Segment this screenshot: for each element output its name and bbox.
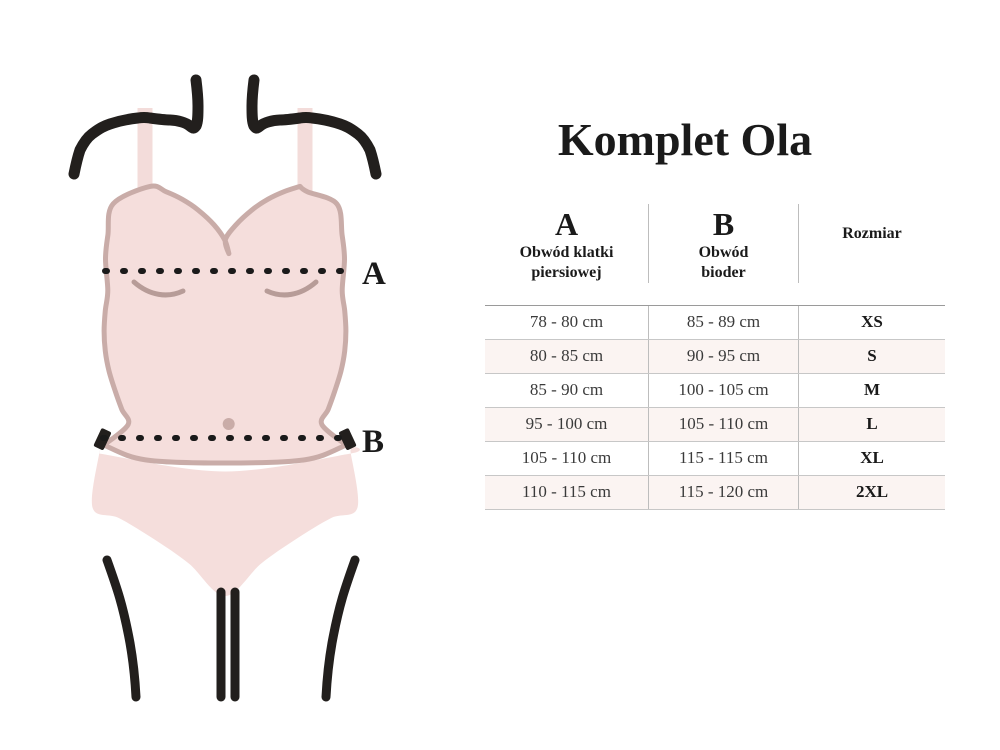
- svg-text:B: B: [362, 424, 384, 460]
- svg-text:A: A: [362, 256, 386, 292]
